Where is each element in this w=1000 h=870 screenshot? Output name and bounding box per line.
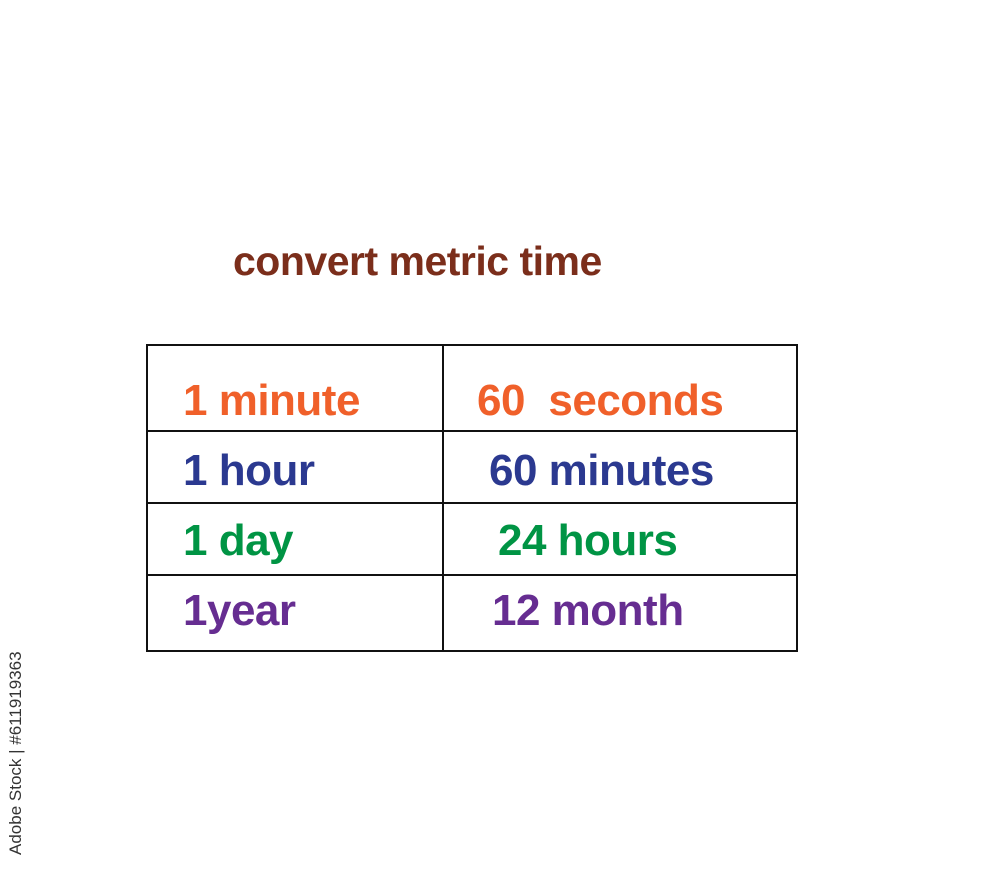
column-divider [442, 346, 444, 650]
cell-unit: 1 hour [183, 446, 315, 495]
cell-unit: 1 minute [183, 376, 360, 425]
cell-unit: 1 day [183, 516, 294, 565]
title: convert metric time [233, 238, 602, 284]
row-divider [148, 502, 796, 504]
watermark-text: Adobe Stock | #611919363 [6, 651, 25, 855]
conversion-table: 1 minute 60 seconds 1 hour 60 minutes 1 … [146, 344, 798, 652]
row-divider [148, 574, 796, 576]
cell-unit: 1year [183, 586, 296, 635]
cell-equivalent: 12 month [492, 586, 684, 635]
cell-equivalent: 24 hours [498, 516, 678, 565]
cell-equivalent: 60 seconds [477, 376, 724, 425]
cell-equivalent: 60 minutes [489, 446, 714, 495]
row-divider [148, 430, 796, 432]
